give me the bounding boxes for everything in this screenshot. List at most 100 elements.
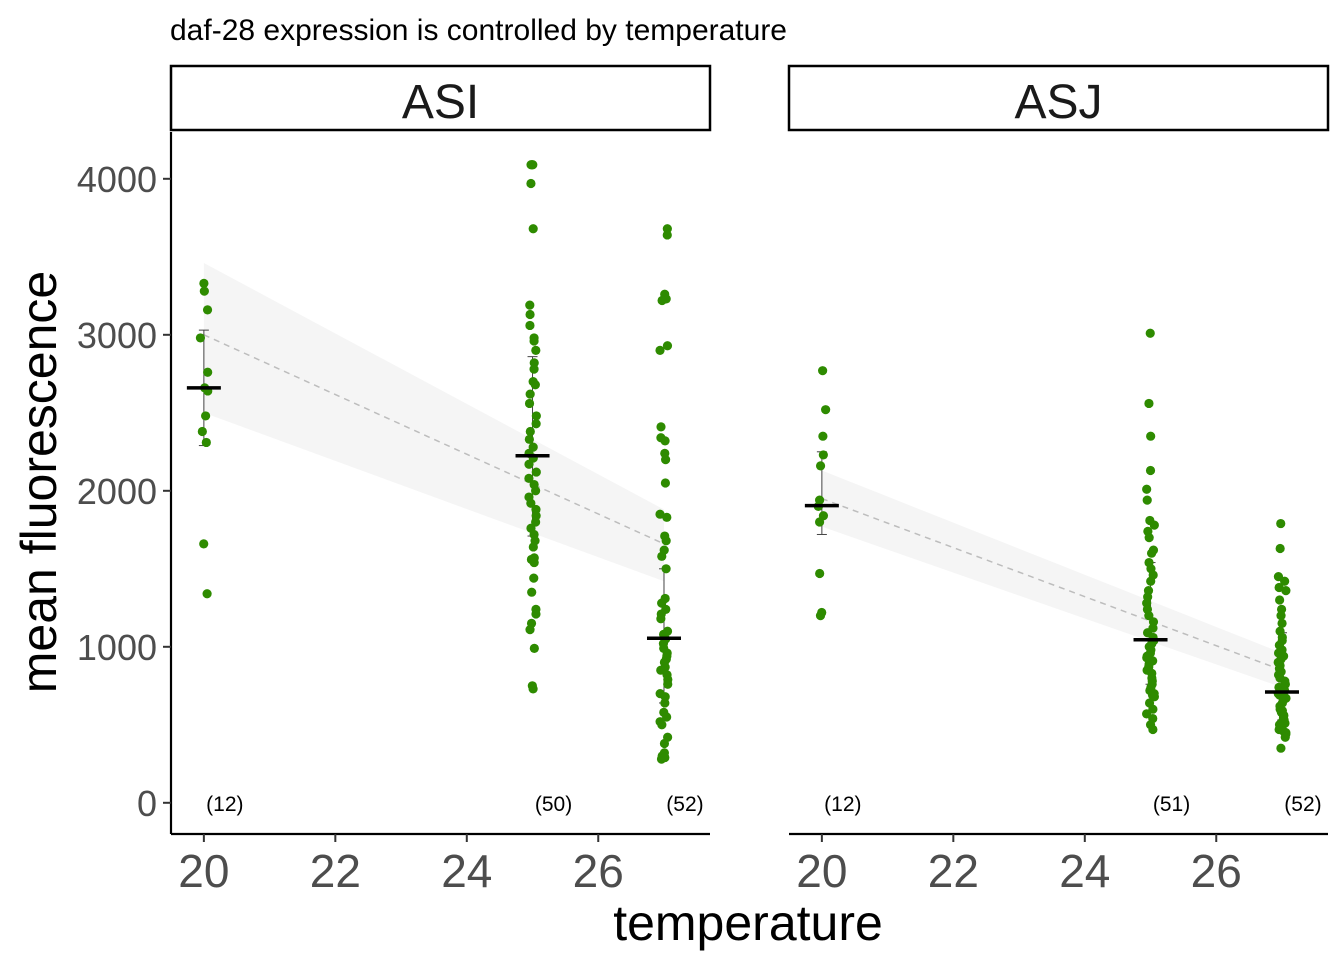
data-point <box>1145 465 1156 476</box>
data-point <box>202 305 213 315</box>
data-point <box>529 336 539 346</box>
data-point <box>524 459 534 469</box>
y-tick-label: 1000 <box>77 627 157 668</box>
data-point <box>657 295 667 306</box>
data-point <box>662 712 672 722</box>
data-point <box>1149 520 1159 530</box>
data-point <box>661 564 671 574</box>
data-point <box>199 278 209 288</box>
data-point <box>1146 431 1156 441</box>
data-point <box>1276 611 1286 621</box>
data-point <box>525 625 535 635</box>
data-point <box>814 517 825 527</box>
data-point <box>529 573 539 583</box>
data-point <box>1280 576 1290 586</box>
data-point <box>529 557 539 568</box>
data-point <box>1144 398 1154 409</box>
data-point <box>524 473 534 483</box>
data-point <box>529 643 539 653</box>
data-point <box>656 614 666 624</box>
data-point <box>1149 692 1159 702</box>
count-label: (12) <box>206 793 243 816</box>
data-point <box>1144 533 1154 543</box>
x-tick-label: 26 <box>573 845 624 897</box>
count-label: (51) <box>1153 793 1190 816</box>
y-tick-label: 4000 <box>77 159 157 200</box>
panel-asj: ASJ 20 22 24 26 (12) (51) (52) <box>787 64 1330 897</box>
data-point <box>525 300 535 310</box>
data-point <box>661 536 671 546</box>
data-point <box>531 411 541 421</box>
count-label: (52) <box>666 793 703 816</box>
data-point <box>656 665 666 675</box>
data-point <box>656 422 666 432</box>
data-point <box>1277 618 1287 629</box>
count-label: (52) <box>1284 793 1321 816</box>
data-point <box>818 366 828 376</box>
data-point <box>1142 653 1152 663</box>
y-tick-label: 3000 <box>77 315 157 356</box>
facet-strip-label: ASI <box>402 76 479 129</box>
chart-title: daf-28 expression is controlled by tempe… <box>170 14 787 47</box>
data-point <box>525 389 535 399</box>
data-point <box>531 486 541 496</box>
data-point <box>662 230 672 240</box>
x-tick-label: 24 <box>1059 845 1110 897</box>
data-point <box>661 455 671 465</box>
data-point <box>202 589 212 599</box>
y-axis-title: mean fluorescence <box>11 271 67 693</box>
data-point <box>655 345 665 355</box>
data-point <box>818 450 828 460</box>
data-point <box>657 720 667 730</box>
data-point <box>526 178 536 189</box>
data-point <box>1146 576 1156 586</box>
data-point <box>660 478 671 488</box>
data-point <box>815 568 825 579</box>
data-point <box>529 364 539 374</box>
data-point <box>527 587 537 597</box>
confidence-ribbon <box>821 470 1282 688</box>
data-point <box>1275 543 1285 554</box>
confidence-ribbon <box>203 263 664 582</box>
data-point <box>662 341 673 351</box>
x-tick-label: 20 <box>796 845 847 897</box>
facet-strip-label: ASJ <box>1014 76 1102 129</box>
data-point <box>663 679 673 689</box>
data-point <box>657 551 667 561</box>
data-point <box>656 754 667 764</box>
data-point <box>528 224 538 234</box>
data-point <box>1276 518 1286 529</box>
data-point <box>197 426 207 437</box>
data-point <box>524 398 535 409</box>
x-tick-label: 22 <box>310 845 361 897</box>
data-point <box>1142 484 1152 494</box>
data-point <box>1276 743 1286 753</box>
data-point <box>203 367 213 377</box>
x-tick-label: 20 <box>178 845 229 897</box>
panel-asi: ASI 20 22 24 26 0 1000 2000 3000 4000 (12) (50) (52) <box>77 64 712 897</box>
count-label: (50) <box>535 793 572 816</box>
data-point <box>1145 328 1155 338</box>
data-point <box>525 426 535 437</box>
data-point <box>818 431 828 441</box>
x-tick-label: 22 <box>928 845 979 897</box>
data-point <box>524 434 534 444</box>
count-label: (12) <box>824 793 861 816</box>
data-point <box>199 539 209 549</box>
data-point <box>531 467 541 477</box>
data-point <box>525 320 535 331</box>
data-point <box>815 611 826 621</box>
data-point <box>531 609 541 619</box>
x-tick-label: 26 <box>1191 845 1242 897</box>
data-point <box>659 738 670 749</box>
data-point <box>201 411 211 421</box>
data-point <box>525 309 535 320</box>
data-point <box>528 542 538 552</box>
fit-line <box>203 334 665 545</box>
facet-strip-box <box>169 64 712 132</box>
data-point <box>195 333 206 343</box>
fit-line <box>821 497 1283 671</box>
facet-strip-box <box>787 64 1330 132</box>
data-point <box>526 498 536 508</box>
